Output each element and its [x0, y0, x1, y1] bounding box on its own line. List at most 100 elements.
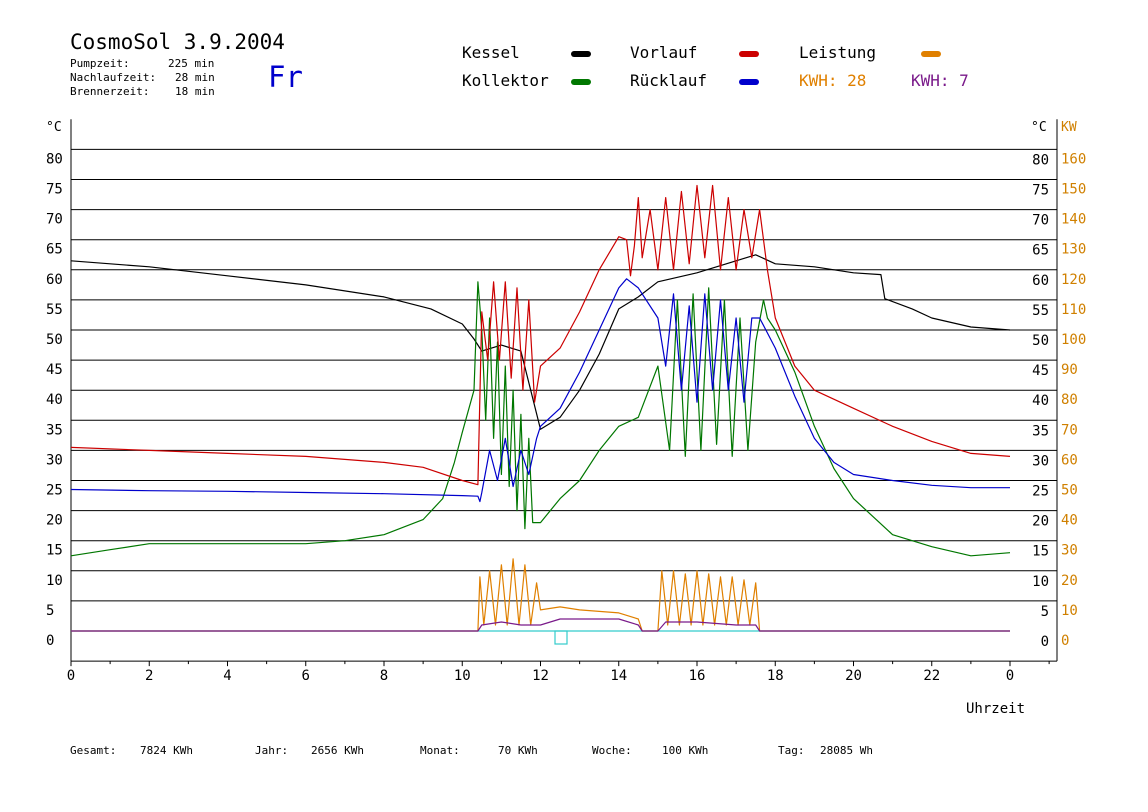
x-tick-label-8: 16 — [689, 668, 706, 684]
series-line-leistung — [71, 558, 1010, 632]
kw-tick-label-160: 160 — [1061, 151, 1086, 167]
x-tick-label-4: 8 — [380, 668, 388, 684]
y-right-tick-label-55: 55 — [1032, 303, 1049, 319]
x-tick-label-7: 14 — [610, 668, 627, 684]
kw-tick-label-20: 20 — [1061, 573, 1078, 589]
y-right-tick-label-50: 50 — [1032, 333, 1049, 349]
y-right-tick-label-35: 35 — [1032, 423, 1049, 439]
y-right-tick-label-45: 45 — [1032, 363, 1049, 379]
y-tick-label-80: 80 — [46, 151, 63, 167]
y-right-tick-label-60: 60 — [1032, 273, 1049, 289]
y-tick-label-45: 45 — [46, 362, 63, 378]
x-tick-label-9: 18 — [767, 668, 784, 684]
y-right-tick-label-80: 80 — [1032, 152, 1049, 168]
series-line-kessel — [70, 254, 1011, 430]
y-right-tick-label-30: 30 — [1032, 453, 1049, 469]
footer-gesamt-value: 7824 KWh — [140, 744, 193, 757]
footer-jahr-label: Jahr: — [255, 744, 289, 757]
legend-kwh-purple: KWH: 7 — [911, 71, 969, 90]
kw-tick-label-50: 50 — [1061, 483, 1078, 499]
y-tick-label-55: 55 — [46, 302, 63, 318]
kw-tick-label-10: 10 — [1061, 603, 1078, 619]
y-tick-label-25: 25 — [46, 483, 63, 499]
weekday-label: Fr — [268, 60, 303, 94]
y-tick-label-30: 30 — [46, 452, 63, 468]
y-tick-label-35: 35 — [46, 422, 63, 438]
x-tick-label-1: 2 — [145, 668, 153, 684]
x-tick-label-2: 4 — [223, 668, 231, 684]
y-right-tick-label-25: 25 — [1032, 484, 1049, 500]
y-right-tick-label-0: 0 — [1041, 634, 1049, 650]
legend-vorlauf-label: Vorlauf — [630, 43, 698, 62]
y-right-tick-label-40: 40 — [1032, 393, 1049, 409]
legend-kessel-label: Kessel — [462, 43, 520, 62]
legend-ruecklauf-label: Rücklauf — [630, 71, 708, 90]
legend-ruecklauf-swatch — [739, 79, 759, 85]
series-line-kollektor — [70, 281, 1011, 557]
stat-pumpzeit-label: Pumpzeit: — [70, 57, 130, 70]
kw-tick-label-150: 150 — [1061, 182, 1086, 198]
footer-tag-label: Tag: — [778, 744, 805, 757]
legend-kwh-orange: KWH: 28 — [799, 71, 867, 90]
footer-monat-label: Monat: — [420, 744, 460, 757]
y-right-tick-label-65: 65 — [1032, 243, 1049, 259]
series-line-purple — [71, 618, 1010, 632]
x-axis-title: Uhrzeit — [966, 701, 1026, 717]
kw-tick-label-60: 60 — [1061, 452, 1078, 468]
x-tick-label-6: 12 — [532, 668, 549, 684]
kw-tick-label-30: 30 — [1061, 543, 1078, 559]
footer-tag-value: 28085 Wh — [820, 744, 873, 757]
kw-tick-label-130: 130 — [1061, 242, 1086, 258]
y-right-tick-label-5: 5 — [1041, 604, 1049, 620]
x-tick-label-12: 0 — [1006, 668, 1014, 684]
stat-brennerzeit-value: 18 min — [175, 85, 215, 98]
y-right-tick-label-75: 75 — [1032, 183, 1049, 199]
legend-leistung-label: Leistung — [799, 43, 877, 62]
y-tick-label-15: 15 — [46, 543, 63, 559]
stat-pumpzeit-value: 225 min — [168, 57, 215, 70]
footer-woche-label: Woche: — [592, 744, 632, 757]
series-line-vorlauf — [70, 184, 1011, 486]
footer-monat-value: 70 KWh — [498, 744, 538, 757]
left-axis-unit: °C — [46, 120, 62, 135]
chart-title: CosmoSol 3.9.2004 — [70, 30, 285, 54]
x-tick-label-0: 0 — [67, 668, 75, 684]
footer-woche-value: 100 KWh — [662, 744, 709, 757]
kw-tick-label-80: 80 — [1061, 392, 1078, 408]
y-tick-label-65: 65 — [46, 242, 63, 258]
y-tick-label-10: 10 — [46, 573, 63, 589]
legend-leistung-swatch — [921, 51, 941, 57]
series-lines — [70, 184, 1011, 632]
right-kw-axis-unit: KW — [1061, 120, 1077, 135]
stat-nachlaufzeit-value: 28 min — [175, 71, 215, 84]
footer-jahr-value: 2656 KWh — [311, 744, 364, 757]
time-marker-box — [554, 630, 568, 645]
kw-tick-label-70: 70 — [1061, 422, 1078, 438]
legend-kollektor-label: Kollektor — [462, 71, 549, 90]
kw-tick-label-90: 90 — [1061, 362, 1078, 378]
footer-gesamt-label: Gesamt: — [70, 744, 117, 757]
kw-tick-label-110: 110 — [1061, 302, 1086, 318]
y-right-tick-label-10: 10 — [1032, 574, 1049, 590]
y-tick-label-5: 5 — [46, 603, 54, 619]
right-axis-unit: °C — [1031, 120, 1047, 135]
kw-tick-label-140: 140 — [1061, 212, 1086, 228]
stat-nachlaufzeit-label: Nachlaufzeit: — [70, 71, 157, 84]
legend-kollektor-swatch — [571, 79, 591, 85]
kw-tick-label-120: 120 — [1061, 272, 1086, 288]
kw-tick-label-0: 0 — [1061, 633, 1069, 649]
y-right-tick-label-20: 20 — [1032, 514, 1049, 530]
x-tick-label-5: 10 — [454, 668, 471, 684]
x-tick-label-3: 6 — [302, 668, 310, 684]
stat-brennerzeit-label: Brennerzeit: — [70, 85, 150, 98]
grid-lines — [70, 119, 1058, 662]
series-line-ruecklauf — [70, 278, 1010, 503]
y-tick-label-20: 20 — [46, 513, 63, 529]
kw-tick-label-40: 40 — [1061, 513, 1078, 529]
y-tick-label-0: 0 — [46, 633, 54, 649]
y-tick-label-60: 60 — [46, 272, 63, 288]
x-tick-label-10: 20 — [845, 668, 862, 684]
y-right-tick-label-70: 70 — [1032, 213, 1049, 229]
